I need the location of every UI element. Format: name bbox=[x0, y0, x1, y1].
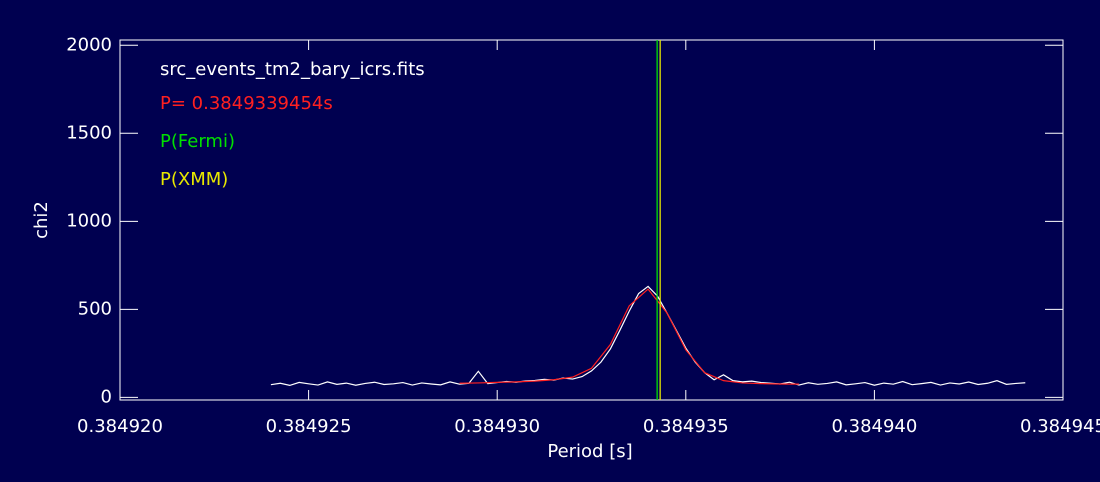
y-tick-label: 1000 bbox=[66, 210, 112, 231]
x-tick-label: 0.384920 bbox=[77, 416, 163, 437]
y-tick-label: 1500 bbox=[66, 122, 112, 143]
legend-entry: P= 0.3849339454s bbox=[160, 93, 333, 114]
x-tick-label: 0.384935 bbox=[643, 416, 729, 437]
y-tick-label: 500 bbox=[78, 298, 112, 319]
x-tick-label: 0.384925 bbox=[266, 416, 352, 437]
y-axis-label: chi2 bbox=[31, 201, 52, 239]
x-tick-label: 0.384930 bbox=[454, 416, 540, 437]
series-line bbox=[459, 288, 799, 385]
y-tick-label: 0 bbox=[101, 386, 112, 407]
x-tick-label: 0.384945 bbox=[1020, 416, 1100, 437]
x-tick-label: 0.384940 bbox=[831, 416, 917, 437]
legend-entry: src_events_tm2_bary_icrs.fits bbox=[160, 59, 425, 80]
x-axis-label: Period [s] bbox=[547, 441, 632, 462]
y-tick-label: 2000 bbox=[66, 34, 112, 55]
legend-entry: P(XMM) bbox=[160, 169, 228, 190]
plot-frame bbox=[119, 39, 1064, 401]
legend-entry: P(Fermi) bbox=[160, 131, 235, 152]
series-line bbox=[270, 285, 1026, 387]
